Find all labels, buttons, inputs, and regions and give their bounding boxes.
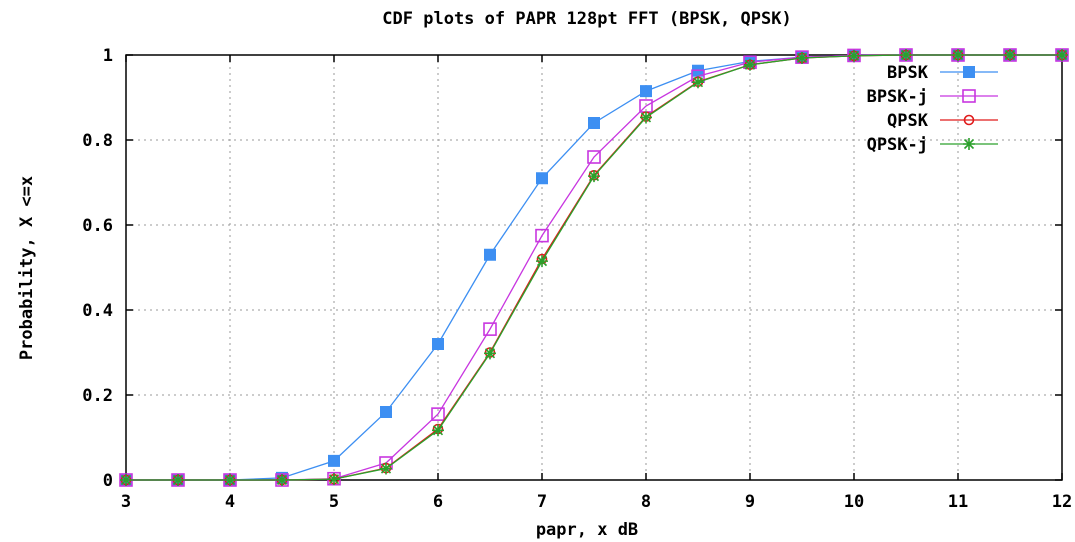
y-tick-label: 0.4 — [82, 301, 113, 321]
chart-title: CDF plots of PAPR 128pt FFT (BPSK, QPSK) — [382, 9, 791, 29]
x-tick-label: 4 — [225, 492, 235, 512]
data-point — [587, 150, 601, 164]
data-point — [952, 49, 964, 61]
legend-marker — [963, 138, 975, 150]
plot-frame — [125, 54, 1063, 481]
data-point — [900, 49, 912, 61]
data-point — [276, 474, 288, 486]
data-point — [483, 322, 497, 336]
x-tick-label: 11 — [948, 492, 968, 512]
x-tick-label: 5 — [329, 492, 339, 512]
data-point — [1056, 49, 1068, 61]
data-point — [380, 406, 392, 418]
data-point — [535, 228, 549, 243]
legend-label: QPSK — [887, 111, 929, 131]
axis-ticks: 3 4 5 6 7 8 9 10 11 12 0 0.2 0.4 0.6 0.8 1 — [82, 46, 1072, 512]
data-point — [536, 255, 548, 268]
data-point — [640, 85, 652, 98]
data-point — [172, 474, 184, 486]
data-point — [796, 51, 808, 64]
legend-label: BPSK — [887, 63, 929, 83]
y-tick-label: 0.6 — [82, 216, 113, 236]
x-tick-label: 10 — [844, 492, 864, 512]
data-point — [588, 170, 600, 183]
legend-marker — [963, 66, 975, 78]
x-tick-label: 6 — [433, 492, 443, 512]
x-tick-label: 9 — [745, 492, 755, 512]
x-tick-label: 7 — [537, 492, 547, 512]
legend-label: QPSK-j — [867, 135, 928, 155]
data-point — [432, 424, 444, 437]
x-tick-label: 8 — [641, 492, 651, 512]
grid-lines — [126, 55, 1062, 480]
data-point — [224, 474, 236, 486]
data-point — [744, 58, 756, 71]
data-point — [484, 347, 496, 360]
data-point — [692, 76, 704, 89]
x-tick-label: 3 — [121, 492, 131, 512]
x-axis-label: papr, x dB — [536, 520, 638, 540]
data-point — [536, 172, 548, 185]
legend-marker — [962, 89, 976, 103]
data-point — [328, 473, 340, 486]
legend: BPSK BPSK-j QPSK QPSK-j — [867, 63, 998, 155]
data-point — [380, 462, 392, 475]
y-tick-label: 1 — [103, 46, 113, 66]
series-qpsk-j — [120, 49, 1068, 486]
y-axis-label: Probability, X <=x — [17, 176, 37, 360]
y-tick-label: 0.2 — [82, 386, 113, 406]
data-point — [640, 111, 652, 124]
data-point — [1004, 49, 1016, 61]
data-point — [588, 117, 600, 129]
series-layer — [119, 48, 1069, 487]
legend-label: BPSK-j — [867, 87, 928, 107]
x-tick-label: 12 — [1052, 492, 1072, 512]
y-tick-label: 0.8 — [82, 131, 113, 151]
data-point — [431, 407, 445, 421]
y-tick-label: 0 — [103, 471, 113, 491]
data-point — [120, 474, 132, 486]
data-point — [484, 248, 496, 261]
legend-marker — [963, 114, 975, 126]
data-point — [328, 454, 340, 467]
data-point — [848, 49, 860, 62]
data-point — [432, 338, 444, 350]
